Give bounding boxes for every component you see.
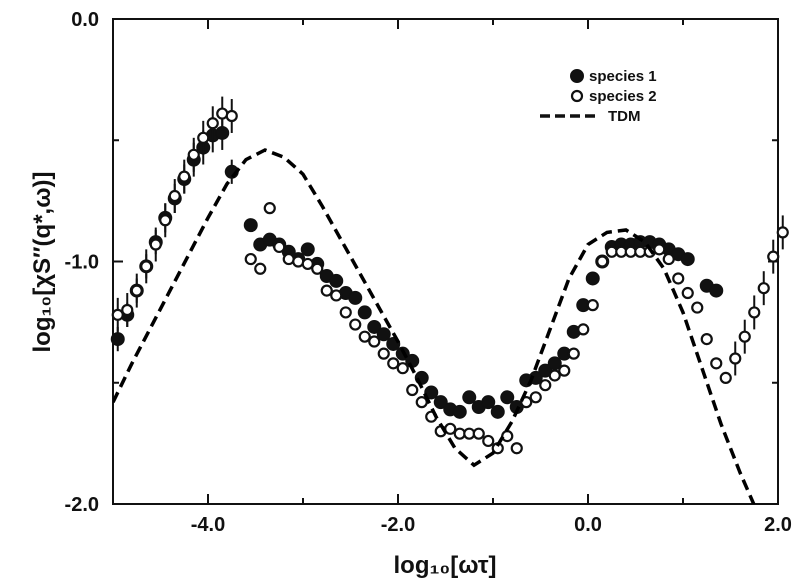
data-point-species-1 xyxy=(500,390,515,405)
data-point-species-2 xyxy=(767,250,780,263)
data-point-species-2 xyxy=(748,306,761,319)
data-point-species-2 xyxy=(472,427,485,440)
data-point-species-2 xyxy=(396,362,409,375)
data-point-species-1 xyxy=(329,273,344,288)
legend: species 1 species 2 TDM xyxy=(540,68,657,125)
data-point-species-1 xyxy=(243,218,258,233)
data-point-species-2 xyxy=(168,189,181,203)
x-tick-label: -4.0 xyxy=(191,514,225,536)
data-point-species-2 xyxy=(149,238,162,251)
data-point-species-2 xyxy=(263,202,276,215)
data-point-species-2 xyxy=(529,391,542,404)
data-point-species-2 xyxy=(244,252,257,266)
data-point-species-2 xyxy=(387,357,400,370)
data-point-species-1 xyxy=(300,242,315,257)
data-point-species-2 xyxy=(368,335,381,348)
data-point-species-1 xyxy=(481,395,496,410)
data-point-species-2 xyxy=(653,243,666,256)
data-point-species-2 xyxy=(700,333,713,346)
axis-ticks xyxy=(112,18,779,505)
data-point-species-2 xyxy=(672,272,685,285)
data-point-species-2 xyxy=(681,286,694,300)
data-point-species-1 xyxy=(452,404,467,419)
tdm-curve xyxy=(113,148,756,504)
data-point-species-2 xyxy=(121,303,134,317)
data-point-species-2 xyxy=(273,240,286,254)
data-point-species-2 xyxy=(358,330,371,343)
data-point-species-2 xyxy=(691,301,704,314)
data-point-species-1 xyxy=(462,390,477,405)
data-point-species-1 xyxy=(357,305,372,320)
data-point-species-1 xyxy=(376,327,391,342)
data-point-species-2 xyxy=(662,252,675,266)
series-species-1 xyxy=(110,116,724,419)
data-point-species-2 xyxy=(710,357,723,370)
data-point-species-2 xyxy=(377,347,390,360)
data-point-species-1 xyxy=(585,271,600,286)
data-point-species-2 xyxy=(206,117,219,130)
y-tick-label: -1.0 xyxy=(65,252,99,274)
data-point-species-2 xyxy=(776,226,789,239)
legend-label: species 2 xyxy=(589,88,657,105)
series-tdm xyxy=(113,148,756,504)
legend-label: TDM xyxy=(608,108,641,125)
legend-swatch-species-1 xyxy=(570,69,584,83)
data-point-species-2 xyxy=(577,323,590,336)
data-point-species-2 xyxy=(225,109,238,123)
data-point-species-1 xyxy=(433,395,448,410)
x-axis-title: log₁₀[ωτ] xyxy=(393,552,496,579)
data-point-species-2 xyxy=(415,396,428,409)
data-point-species-2 xyxy=(130,284,143,297)
y-axis-title: log₁₀[χS″(q*,ω)] xyxy=(29,172,56,353)
data-point-species-1 xyxy=(709,283,724,298)
y-tick-label: -2.0 xyxy=(65,494,99,516)
x-tick-label: -2.0 xyxy=(381,514,415,536)
data-point-species-2 xyxy=(320,284,333,297)
data-point-species-2 xyxy=(301,257,314,271)
data-point-species-2 xyxy=(738,330,751,343)
axis-tick-labels: -4.0 -2.0 0.0 2.0 -2.0 -1.0 0.0 xyxy=(65,9,792,536)
data-point-species-1 xyxy=(680,252,695,267)
data-point-species-2 xyxy=(159,214,172,227)
data-point-species-2 xyxy=(586,299,599,312)
data-point-species-1 xyxy=(367,319,382,334)
x-tick-label: 0.0 xyxy=(574,514,602,536)
data-point-species-2 xyxy=(757,282,770,295)
data-point-species-2 xyxy=(719,371,732,384)
data-point-species-2 xyxy=(254,262,267,275)
data-point-species-1 xyxy=(490,404,505,419)
data-point-species-2 xyxy=(567,347,580,360)
data-point-species-1 xyxy=(110,332,125,347)
data-point-species-1 xyxy=(414,370,429,385)
legend-label: species 1 xyxy=(589,68,657,85)
data-point-species-2 xyxy=(140,260,153,273)
data-point-species-2 xyxy=(510,442,523,455)
data-point-species-1 xyxy=(348,290,363,305)
data-point-species-2 xyxy=(111,308,124,321)
y-tick-label: 0.0 xyxy=(71,9,99,31)
x-tick-label: 2.0 xyxy=(764,514,792,536)
series-species-2 xyxy=(111,96,789,455)
data-point-species-2 xyxy=(596,255,609,268)
data-point-species-2 xyxy=(330,289,343,302)
data-point-species-2 xyxy=(311,262,324,275)
data-point-species-2 xyxy=(501,430,514,443)
data-point-species-2 xyxy=(178,170,191,183)
data-point-species-2 xyxy=(187,148,200,161)
data-point-species-2 xyxy=(539,379,552,392)
data-point-species-1 xyxy=(424,385,439,400)
data-point-species-2 xyxy=(339,306,352,319)
data-point-species-2 xyxy=(406,383,419,397)
legend-swatch-species-2 xyxy=(570,89,584,103)
data-point-species-2 xyxy=(548,369,561,382)
data-point-species-2 xyxy=(197,131,210,144)
data-point-species-2 xyxy=(349,318,362,331)
data-point-species-2 xyxy=(482,434,495,448)
data-point-species-2 xyxy=(558,364,571,377)
chart-marks xyxy=(110,96,789,504)
data-point-species-2 xyxy=(729,352,742,365)
